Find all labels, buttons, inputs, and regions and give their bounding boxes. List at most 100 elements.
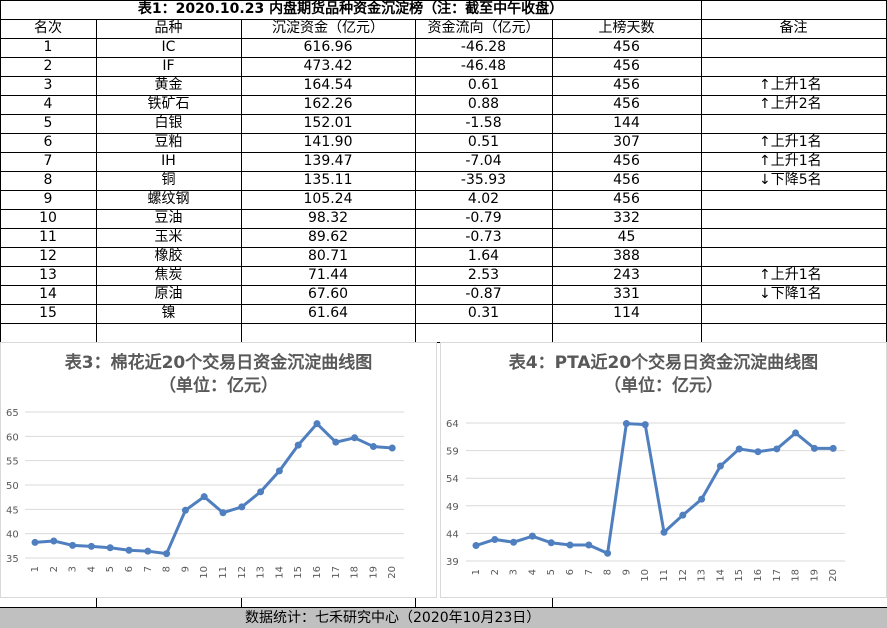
table-cell: IF bbox=[162, 58, 175, 74]
x-tick-label: 20 bbox=[387, 566, 398, 579]
row-line bbox=[0, 171, 887, 172]
table-cell: ↑上升1名 bbox=[759, 77, 822, 93]
data-point bbox=[181, 506, 189, 514]
data-point bbox=[125, 546, 133, 554]
table-cell: 61.64 bbox=[307, 305, 349, 321]
chart: 表4：PTA近20个交易日资金沉淀曲线图（单位：亿元）3944495459641… bbox=[440, 342, 887, 598]
table-cell: ↓下降1名 bbox=[759, 286, 822, 302]
table-cell: 456 bbox=[613, 172, 640, 188]
table-cell: 1 bbox=[43, 39, 53, 55]
x-tick-label: 3 bbox=[509, 569, 520, 575]
data-point bbox=[773, 445, 781, 453]
col-line bbox=[552, 598, 553, 608]
data-point bbox=[491, 535, 499, 543]
table-cell: 139.47 bbox=[303, 153, 353, 169]
x-tick-label: 5 bbox=[105, 566, 116, 572]
table-cell: -1.58 bbox=[465, 115, 502, 131]
table-cell: 162.26 bbox=[303, 96, 353, 112]
x-tick-label: 13 bbox=[256, 566, 267, 579]
table-cell: 0.88 bbox=[467, 96, 500, 112]
row-line bbox=[0, 323, 887, 324]
y-tick-label: 55 bbox=[6, 457, 19, 468]
column-header: 品种 bbox=[154, 20, 183, 36]
table-cell: 616.96 bbox=[303, 39, 353, 55]
col-line bbox=[96, 19, 97, 342]
data-point bbox=[275, 467, 283, 475]
data-point bbox=[238, 503, 246, 511]
table-cell: 11 bbox=[39, 229, 57, 245]
y-tick-label: 44 bbox=[446, 529, 459, 540]
row-line bbox=[0, 38, 887, 39]
chart-title: 表4：PTA近20个交易日资金沉淀曲线图 bbox=[509, 352, 818, 373]
table-cell: 141.90 bbox=[303, 134, 353, 150]
x-tick-label: 15 bbox=[734, 569, 745, 582]
x-tick-label: 10 bbox=[640, 569, 651, 582]
table-cell: IH bbox=[161, 153, 176, 169]
x-tick-label: 3 bbox=[68, 566, 79, 572]
table-cell: 114 bbox=[613, 305, 640, 321]
data-point bbox=[313, 420, 321, 428]
y-tick-label: 64 bbox=[446, 419, 459, 430]
table-cell: 45 bbox=[617, 229, 636, 245]
table-cell: -46.28 bbox=[460, 39, 507, 55]
table-cell: 10 bbox=[39, 210, 57, 226]
x-tick-label: 5 bbox=[546, 569, 557, 575]
table-cell: 456 bbox=[613, 58, 640, 74]
x-tick-label: 18 bbox=[350, 566, 361, 579]
table-cell: 89.62 bbox=[307, 229, 349, 245]
table-cell: 456 bbox=[613, 39, 640, 55]
data-point bbox=[528, 532, 536, 540]
x-tick-label: 19 bbox=[809, 569, 820, 582]
column-header: 名次 bbox=[34, 20, 62, 36]
x-tick-label: 17 bbox=[331, 566, 342, 579]
row-line bbox=[0, 19, 887, 20]
table-cell: -0.79 bbox=[465, 210, 502, 226]
row-line bbox=[0, 209, 887, 210]
table-cell: ↑上升1名 bbox=[759, 153, 822, 169]
table-cell: 456 bbox=[613, 77, 640, 93]
col-line bbox=[415, 598, 416, 608]
table-cell: 135.11 bbox=[303, 172, 353, 188]
data-point bbox=[144, 547, 152, 555]
table-cell: 豆油 bbox=[154, 210, 183, 226]
row-line bbox=[0, 228, 887, 229]
y-tick-label: 65 bbox=[6, 408, 19, 419]
table-cell: 镍 bbox=[161, 305, 176, 321]
y-tick-label: 35 bbox=[6, 554, 19, 565]
table-cell: -35.93 bbox=[460, 172, 507, 188]
x-tick-label: 8 bbox=[162, 566, 173, 572]
data-point bbox=[735, 445, 743, 453]
table-cell: 2 bbox=[43, 58, 53, 74]
table-cell: 307 bbox=[613, 134, 640, 150]
table-cell: 164.54 bbox=[303, 77, 353, 93]
data-point bbox=[510, 538, 518, 546]
x-tick-label: 1 bbox=[30, 566, 41, 572]
data-point bbox=[829, 444, 837, 452]
table-cell: 332 bbox=[613, 210, 640, 226]
x-tick-label: 4 bbox=[86, 566, 97, 572]
table-cell: 原油 bbox=[154, 286, 183, 302]
table-cell: -0.87 bbox=[465, 286, 502, 302]
table-cell: 1.64 bbox=[467, 248, 500, 264]
data-point bbox=[547, 539, 555, 547]
table-cell: 3 bbox=[43, 77, 53, 93]
table-cell: 388 bbox=[613, 248, 640, 264]
x-tick-label: 14 bbox=[715, 569, 726, 582]
row-line bbox=[0, 57, 887, 58]
table-title: 表1：2020.10.23 内盘期货品种资金沉淀榜（注：截至中午收盘） bbox=[137, 1, 564, 17]
y-tick-label: 54 bbox=[446, 474, 459, 485]
x-tick-label: 15 bbox=[293, 566, 304, 579]
row-line bbox=[0, 133, 887, 134]
row-line bbox=[0, 190, 887, 191]
row-line bbox=[0, 304, 887, 305]
x-tick-label: 17 bbox=[772, 569, 783, 582]
table-cell: 6 bbox=[43, 134, 53, 150]
row-line bbox=[0, 114, 887, 115]
table-cell: -7.04 bbox=[465, 153, 502, 169]
chart-border bbox=[440, 342, 887, 598]
data-point bbox=[604, 549, 612, 557]
table-cell: 4.02 bbox=[467, 191, 500, 207]
table-cell: 473.42 bbox=[303, 58, 353, 74]
data-point bbox=[163, 550, 171, 558]
